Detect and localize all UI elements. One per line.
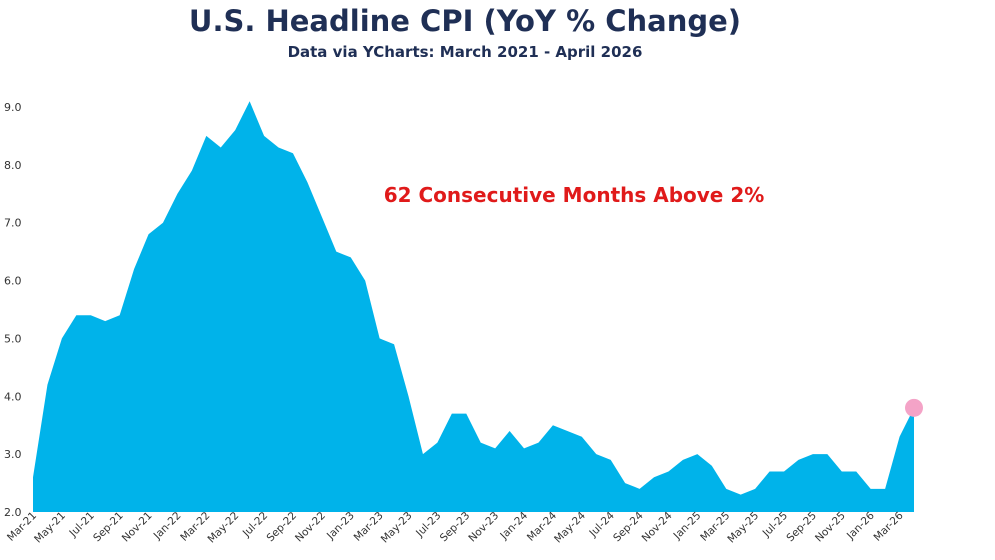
annotation-consecutive-months: 62 Consecutive Months Above 2% (384, 183, 765, 207)
y-tick-label: 3.0 (4, 448, 22, 461)
x-tick-label: May-21 (32, 510, 68, 546)
x-tick-label: May-22 (205, 510, 241, 546)
cpi-area-series (33, 101, 914, 513)
y-tick-label: 9.0 (4, 101, 22, 114)
x-tick-label: May-25 (725, 510, 761, 546)
x-tick-label: Sep-25 (784, 510, 819, 545)
x-tick-label: Jan-24 (497, 509, 530, 542)
y-tick-label: 2.0 (4, 506, 22, 519)
latest-value-marker (905, 398, 923, 417)
chart-title: U.S. Headline CPI (YoY % Change) (188, 4, 742, 38)
x-tick-label: Sep-23 (438, 510, 473, 545)
x-tick-label: Nov-24 (640, 509, 675, 544)
chart-subtitle: Data via YCharts: March 2021 - April 202… (287, 43, 643, 61)
y-tick-label: 5.0 (4, 332, 22, 345)
x-tick-label: Sep-22 (264, 510, 299, 545)
x-tick-label: Jan-22 (151, 510, 184, 543)
x-tick-label: Jan-25 (671, 510, 704, 543)
x-tick-label: Nov-25 (813, 510, 848, 545)
x-tick-label: Nov-22 (293, 510, 328, 545)
x-tick-label: May-24 (552, 509, 588, 545)
marker-layer (905, 398, 923, 417)
y-tick-label: 4.0 (4, 390, 22, 403)
x-tick-label: Mar-26 (872, 509, 906, 543)
x-tick-label: May-23 (379, 510, 415, 546)
y-axis: 2.0 3.0 4.0 5.0 6.0 7.0 8.0 9.0 (4, 101, 22, 519)
area-layer (33, 101, 914, 513)
y-tick-label: 8.0 (4, 159, 22, 172)
x-tick-label: Jan-23 (324, 510, 357, 543)
x-tick-label: Jan-26 (844, 509, 877, 542)
x-tick-label: Sep-21 (91, 510, 126, 545)
y-tick-label: 7.0 (4, 217, 22, 230)
y-tick-label: 6.0 (4, 275, 22, 288)
x-tick-label: Nov-23 (466, 510, 501, 545)
x-tick-label: Sep-24 (611, 509, 646, 544)
x-tick-label: Nov-21 (120, 510, 155, 545)
